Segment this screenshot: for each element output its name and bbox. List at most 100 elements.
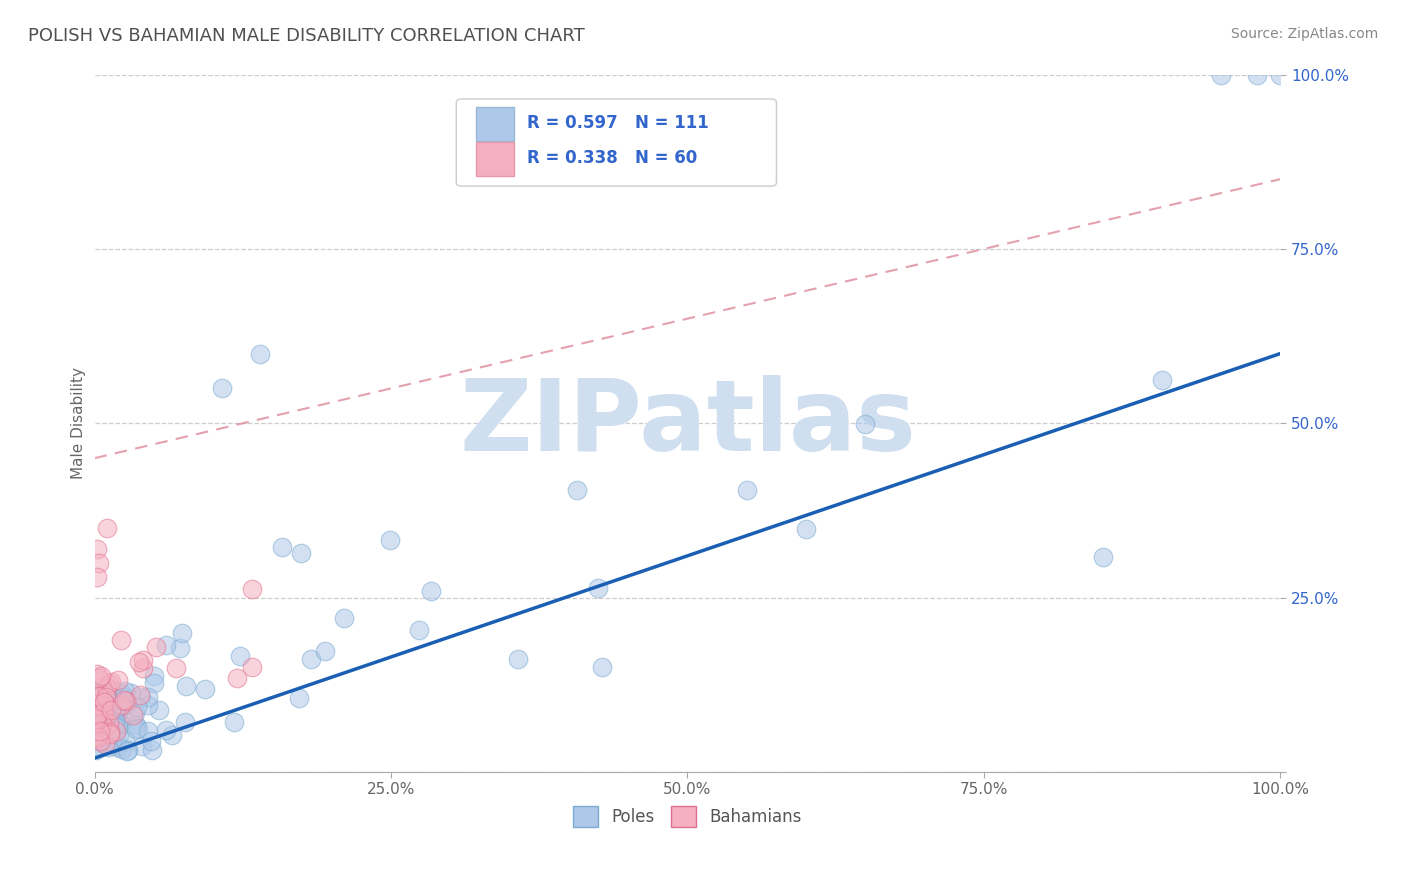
Point (107, 739, 129, 754)
Point (94, 727, 117, 741)
Point (104, 719, 127, 733)
Point (96, 521, 118, 535)
Text: ZIPatlas: ZIPatlas (458, 375, 915, 472)
Point (104, 724, 127, 739)
Point (98, 725, 121, 739)
Point (172, 626, 194, 640)
Point (91, 718, 114, 732)
Point (87, 707, 110, 722)
Point (226, 671, 249, 685)
Point (333, 611, 356, 625)
Point (165, 661, 187, 675)
Text: Source: ZipAtlas.com: Source: ZipAtlas.com (1230, 27, 1378, 41)
Point (114, 684, 136, 698)
Point (86, 709, 108, 723)
Point (90, 718, 112, 732)
Point (101, 708, 124, 723)
Point (91, 716, 114, 731)
Point (110, 698, 132, 712)
Point (143, 669, 166, 683)
Point (98, 690, 121, 705)
Point (148, 703, 170, 717)
Point (84, 743, 107, 757)
Point (115, 744, 138, 758)
Point (211, 381, 233, 395)
Point (1246, 68, 1268, 82)
Point (87, 700, 110, 714)
Point (378, 533, 401, 547)
Point (87, 730, 110, 744)
Point (111, 742, 134, 756)
Point (105, 706, 128, 720)
Point (586, 582, 609, 596)
Point (96, 681, 118, 696)
Point (125, 699, 148, 714)
Point (93, 703, 115, 717)
Point (86, 740, 108, 755)
Point (91, 714, 114, 728)
Point (120, 686, 142, 700)
Point (90, 712, 112, 726)
Point (84, 699, 107, 714)
Point (506, 652, 529, 666)
Text: R = 0.597   N = 111: R = 0.597 N = 111 (527, 114, 709, 132)
Point (136, 724, 159, 739)
Point (84, 724, 107, 739)
Point (127, 721, 149, 735)
Point (84, 728, 107, 742)
Point (117, 743, 139, 757)
Point (169, 640, 191, 655)
Point (1211, 68, 1233, 82)
Point (229, 649, 252, 664)
Point (86, 703, 108, 717)
Point (87, 712, 110, 726)
Point (94, 718, 117, 732)
Point (1091, 550, 1114, 565)
Point (98, 727, 121, 741)
Point (86, 541, 108, 556)
Point (420, 584, 443, 599)
Point (96, 687, 118, 701)
Text: POLISH VS BAHAMIAN MALE DISABILITY CORRELATION CHART: POLISH VS BAHAMIAN MALE DISABILITY CORRE… (28, 27, 585, 45)
Point (87, 731, 110, 746)
Point (86, 728, 108, 742)
Point (107, 673, 129, 687)
Point (89, 724, 111, 739)
Point (103, 701, 125, 715)
Point (735, 483, 758, 497)
Point (107, 738, 129, 752)
Point (97, 716, 120, 731)
Point (117, 697, 139, 711)
Text: R = 0.338   N = 60: R = 0.338 N = 60 (527, 149, 697, 167)
Point (84, 712, 107, 726)
Point (86, 667, 108, 681)
Point (100, 675, 122, 690)
Point (108, 728, 131, 742)
Point (97, 695, 120, 709)
Point (288, 690, 311, 705)
Point (89, 734, 111, 748)
Point (86, 695, 108, 709)
Point (591, 660, 613, 674)
Point (112, 714, 135, 728)
FancyBboxPatch shape (477, 142, 515, 176)
Point (90, 706, 112, 721)
Point (125, 718, 148, 732)
Point (86, 690, 108, 704)
Point (84, 704, 107, 718)
Point (136, 698, 159, 713)
Point (132, 653, 155, 667)
Point (100, 684, 122, 698)
Point (290, 546, 312, 560)
Point (90, 669, 112, 683)
Point (86, 726, 108, 740)
Point (100, 733, 122, 747)
Point (143, 676, 166, 690)
Point (103, 688, 125, 702)
Point (110, 685, 132, 699)
Point (101, 681, 124, 696)
Point (94, 685, 117, 699)
Point (124, 722, 146, 736)
Point (112, 690, 135, 704)
Point (84, 697, 107, 711)
